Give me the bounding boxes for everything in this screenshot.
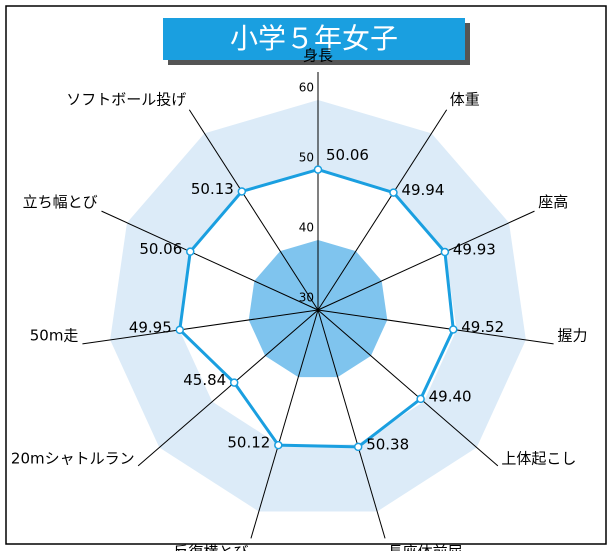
- value-label: 45.84: [183, 371, 226, 389]
- data-point: [186, 247, 195, 256]
- value-label: 50.38: [366, 435, 409, 453]
- title-box: [163, 18, 465, 60]
- frame: [5, 5, 607, 545]
- value-label: 49.94: [401, 181, 444, 199]
- category-label: 身長: [303, 47, 333, 65]
- category-label: 座高: [538, 193, 568, 211]
- value-label: 49.40: [429, 387, 472, 405]
- data-point: [175, 325, 185, 335]
- axis-line: [317, 309, 386, 539]
- value-label: 49.93: [453, 241, 496, 259]
- category-label: 立ち幅とび: [23, 193, 98, 211]
- axis-line: [317, 109, 448, 311]
- data-point: [237, 187, 247, 196]
- category-label: 体重: [450, 91, 480, 109]
- axis-line: [317, 309, 554, 345]
- category-label: 握力: [558, 327, 588, 345]
- value-label: 50.06: [139, 240, 182, 258]
- tick-label: 50: [299, 151, 314, 165]
- value-label: 50.13: [191, 180, 234, 198]
- value-label: 49.95: [129, 318, 172, 336]
- axis-line: [137, 309, 319, 467]
- axis-line: [101, 210, 319, 311]
- data-point: [274, 440, 283, 450]
- data-point: [416, 394, 425, 404]
- data-point: [313, 165, 323, 174]
- category-label: ソフトボール投げ: [66, 91, 186, 109]
- category-label: 50m走: [30, 327, 79, 345]
- value-label: 50.12: [227, 434, 270, 452]
- axis-line: [317, 309, 499, 467]
- axis-line: [250, 309, 319, 539]
- category-label: 上体起こし: [501, 450, 576, 468]
- value-label: 50.06: [326, 146, 369, 164]
- category-label: 反復横とび: [173, 543, 248, 551]
- value-label: 49.52: [461, 318, 504, 336]
- data-point: [389, 188, 398, 197]
- axis-line: [317, 210, 535, 311]
- data-line: [178, 168, 455, 449]
- data-point: [448, 325, 458, 334]
- category-label: 20mシャトルラン: [11, 450, 135, 468]
- data-point: [440, 247, 450, 257]
- tick-label: 60: [299, 81, 314, 95]
- axis-line: [188, 109, 319, 311]
- category-label: 長座体前屈: [388, 543, 463, 551]
- tick-label: 40: [299, 221, 314, 235]
- data-point: [353, 442, 363, 452]
- tick-label: 30: [299, 291, 314, 305]
- axis-line: [82, 309, 319, 345]
- data-point: [229, 378, 239, 387]
- chart-title: 小学５年女子: [230, 22, 398, 55]
